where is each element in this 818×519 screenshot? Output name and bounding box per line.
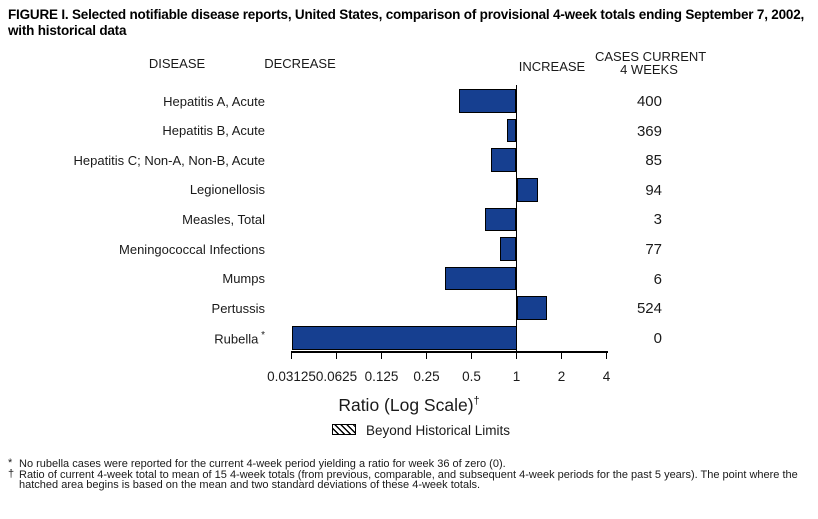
footnote-text: Ratio of current 4-week total to mean of…: [19, 468, 798, 491]
footnote-rubella: * No rubella cases were reported for the…: [8, 457, 810, 470]
axis-tick: [605, 352, 608, 359]
column-header-cases-line2: 4 WEEKS: [620, 61, 678, 77]
disease-label-asterisk: *: [258, 330, 265, 342]
ratio-bar: [485, 207, 517, 232]
disease-label: Mumps: [222, 271, 265, 287]
axis-tick: [515, 352, 518, 359]
footnote-text: No rubella cases were reported for the c…: [19, 458, 506, 470]
cases-count: 77: [645, 241, 662, 258]
disease-label: Hepatitis A, Acute: [163, 93, 265, 109]
legend-hatch-swatch: [332, 424, 356, 435]
cases-count: 400: [636, 93, 662, 110]
ratio-bar: [491, 148, 517, 172]
cases-count: 6: [653, 270, 662, 288]
ratio-bar: [516, 178, 539, 202]
footnote-marker-dagger: †: [8, 467, 15, 480]
axis-tick: [290, 352, 293, 359]
disease-label: Rubella *: [214, 330, 265, 347]
ratio-bar: [516, 296, 548, 320]
x-axis-title: Ratio (Log Scale)†: [0, 395, 818, 416]
footnote-ratio: † Ratio of current 4-week total to mean …: [8, 467, 810, 491]
axis-tick: [470, 352, 473, 359]
figure-title: FIGURE I. Selected notifiable disease re…: [8, 7, 805, 38]
axis-tick-label: 0.125: [364, 369, 399, 384]
disease-label: Hepatitis C; Non-A, Non-B, Acute: [73, 152, 265, 168]
disease-label: Measles, Total: [182, 211, 265, 227]
footnote-marker-asterisk: *: [8, 457, 13, 469]
x-axis-title-text: Ratio (Log Scale): [338, 395, 474, 415]
column-header-cases-line1: CASES CURRENT: [595, 49, 707, 64]
x-axis-title-dagger: †: [473, 395, 480, 408]
axis-tick-label: 2: [557, 369, 566, 384]
column-header-increase: INCREASE: [518, 59, 586, 74]
ratio-bar: [291, 326, 517, 350]
cases-count: 3: [653, 211, 662, 229]
ratio-bar: [500, 237, 517, 261]
axis-tick: [425, 352, 428, 359]
cases-count: 0: [653, 329, 662, 347]
disease-label: Hepatitis B, Acute: [162, 123, 265, 139]
axis-tick: [560, 352, 563, 359]
column-header-cases: CASES CURRENT 4 WEEKS: [595, 49, 707, 77]
column-header-decrease: DECREASE: [264, 56, 336, 71]
axis-tick-label: 0.03125: [267, 369, 316, 384]
x-axis-line: [290, 351, 608, 353]
axis-tick-label: 0.5: [462, 369, 481, 384]
axis-tick-label: 0.25: [413, 369, 440, 384]
cases-count: 369: [636, 122, 662, 140]
cases-count: 85: [645, 152, 662, 170]
axis-tick: [335, 352, 338, 359]
y-axis-line: [515, 85, 518, 353]
axis-tick-label: 4: [602, 369, 611, 384]
ratio-bar: [444, 266, 517, 291]
cases-count: 524: [636, 300, 662, 318]
column-header-disease: DISEASE: [148, 56, 206, 71]
disease-label: Meningococcal Infections: [119, 241, 265, 257]
disease-label: Pertussis: [211, 300, 265, 316]
footnotes: * No rubella cases were reported for the…: [8, 457, 810, 491]
axis-tick: [380, 352, 383, 359]
disease-label: Legionellosis: [189, 182, 265, 198]
ratio-bar: [458, 89, 517, 113]
axis-tick-label: 1: [512, 369, 521, 384]
legend-label: Beyond Historical Limits: [366, 423, 511, 438]
axis-tick-label: 0.0625: [315, 369, 358, 384]
cases-count: 94: [645, 181, 662, 199]
